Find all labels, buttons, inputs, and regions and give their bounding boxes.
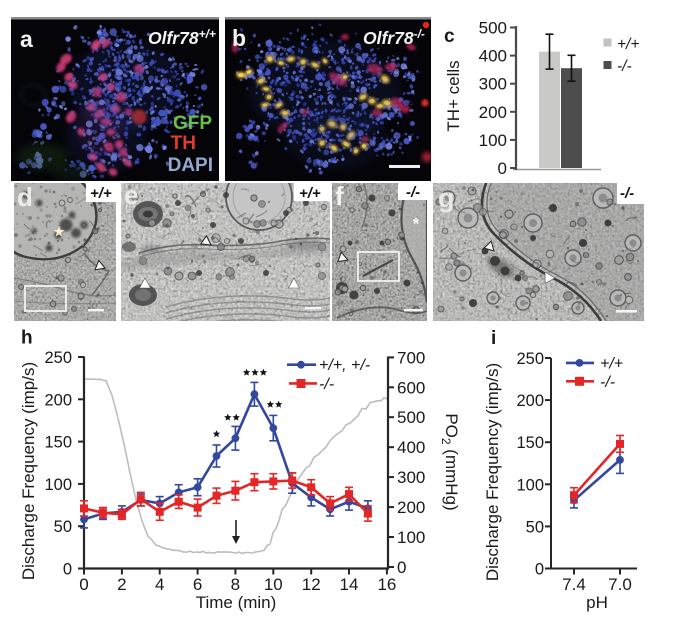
svg-text:4: 4 [155,575,164,594]
svg-text:50: 50 [526,518,544,536]
svg-text:Time (min): Time (min) [196,593,277,612]
svg-text:0: 0 [63,561,72,579]
svg-text:pH: pH [586,593,608,612]
svg-text:-/-: -/- [620,185,634,202]
svg-text:400: 400 [479,47,507,66]
svg-text:200: 200 [516,392,544,410]
svg-text:h: h [21,328,33,349]
svg-text:PO2 (mmHg): PO2 (mmHg) [439,413,461,510]
svg-text:50: 50 [54,518,72,536]
svg-text:TH: TH [171,133,196,154]
svg-text:200: 200 [397,498,425,517]
svg-text:f: f [335,183,344,211]
svg-text:8: 8 [231,575,240,594]
svg-text:600: 600 [397,378,425,397]
svg-text:+/+, +/-: +/+, +/- [319,357,370,374]
svg-text:i: i [491,328,496,349]
svg-text:150: 150 [44,434,72,452]
svg-text:+/+: +/+ [617,36,639,53]
svg-text:300: 300 [479,75,507,94]
svg-text:b: b [232,25,246,51]
svg-text:TH+ cells: TH+ cells [444,60,463,131]
svg-text:GFP: GFP [173,113,212,134]
svg-text:7.4: 7.4 [562,575,586,594]
svg-text:0: 0 [535,561,544,579]
svg-text:*: * [413,216,420,233]
svg-text:6: 6 [193,575,202,594]
svg-text:400: 400 [397,438,425,457]
svg-text:+/+: +/+ [600,356,623,373]
svg-text:500: 500 [397,408,425,427]
svg-text:-/-: -/- [406,184,420,201]
svg-text:a: a [20,26,33,52]
svg-text:12: 12 [302,575,321,594]
svg-text:DAPI: DAPI [168,155,213,176]
svg-text:+/+: +/+ [90,185,112,202]
svg-text:c: c [444,26,455,47]
svg-text:7.0: 7.0 [608,575,632,594]
svg-text:0: 0 [498,159,507,178]
svg-text:16: 16 [377,575,396,594]
svg-text:Olfr78-/-: Olfr78-/- [363,27,425,48]
svg-text:e: e [124,183,138,210]
svg-text:700: 700 [397,348,425,367]
svg-text:100: 100 [516,476,544,494]
svg-text:d: d [17,183,33,212]
svg-text:0: 0 [397,558,406,577]
svg-text:-/-: -/- [319,376,334,393]
svg-text:500: 500 [479,19,507,38]
svg-text:300: 300 [397,468,425,487]
svg-text:100: 100 [44,476,72,494]
svg-text:250: 250 [516,350,544,368]
svg-text:2: 2 [117,575,126,594]
svg-text:Discharge Frequency (imp/s): Discharge Frequency (imp/s) [19,362,38,580]
svg-text:100: 100 [479,131,507,150]
svg-text:10: 10 [264,575,283,594]
svg-text:Discharge Frequency (imp/s): Discharge Frequency (imp/s) [483,363,502,581]
svg-text:200: 200 [44,391,72,409]
svg-text:14: 14 [340,575,359,594]
svg-text:150: 150 [516,434,544,452]
svg-text:g: g [438,183,455,213]
svg-text:+/+: +/+ [299,185,321,202]
svg-text:-/-: -/- [600,374,615,391]
svg-text:0: 0 [79,575,88,594]
svg-text:100: 100 [397,528,425,547]
svg-text:-/-: -/- [617,58,632,75]
svg-text:200: 200 [479,103,507,122]
svg-text:250: 250 [44,349,72,367]
